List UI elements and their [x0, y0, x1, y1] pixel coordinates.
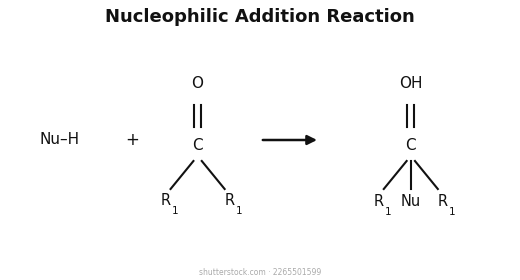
Text: O: O — [191, 76, 204, 92]
Text: 1: 1 — [172, 206, 178, 216]
Text: OH: OH — [399, 76, 423, 92]
Text: Nucleophilic Addition Reaction: Nucleophilic Addition Reaction — [105, 8, 415, 26]
Text: C: C — [192, 138, 203, 153]
Text: +: + — [126, 131, 139, 149]
Text: shutterstock.com · 2265501599: shutterstock.com · 2265501599 — [199, 268, 321, 277]
Text: R: R — [225, 193, 235, 208]
Text: R: R — [160, 193, 171, 208]
Text: Nu–H: Nu–H — [40, 132, 80, 148]
Text: R: R — [373, 193, 384, 209]
Text: C: C — [406, 138, 416, 153]
Text: 1: 1 — [449, 207, 456, 217]
Text: 1: 1 — [236, 206, 242, 216]
Text: R: R — [438, 193, 448, 209]
Text: Nu: Nu — [401, 193, 421, 209]
Text: 1: 1 — [385, 207, 391, 217]
